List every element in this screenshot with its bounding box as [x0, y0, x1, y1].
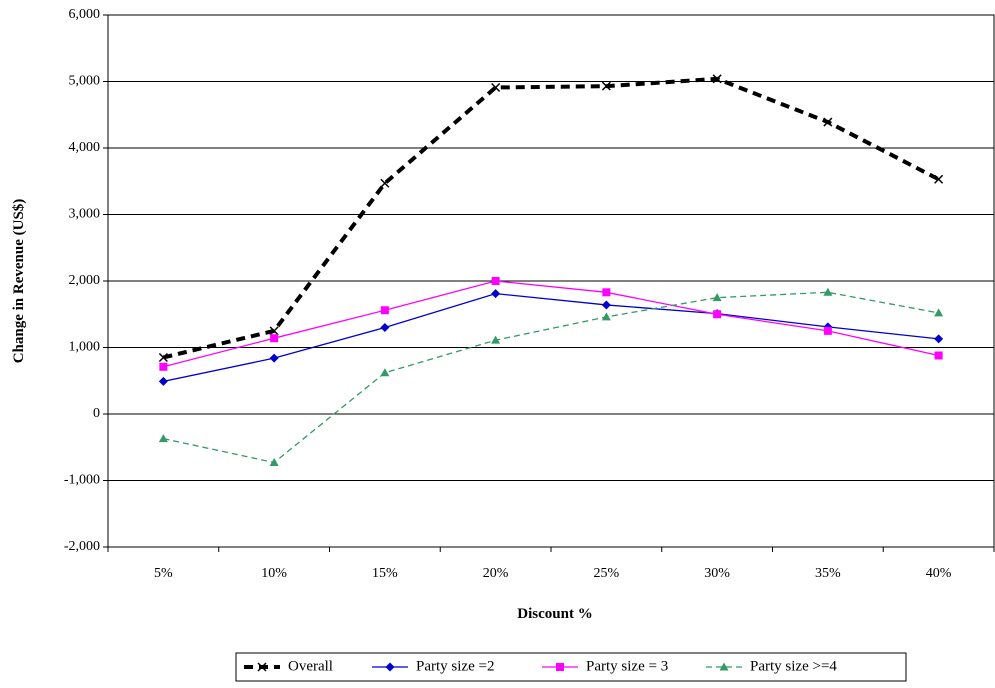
- y-tick-label: -1,000: [64, 473, 100, 488]
- series-line: [163, 280, 939, 368]
- y-tick-label: 5,000: [69, 74, 101, 89]
- data-point: [823, 326, 832, 335]
- data-point: [713, 310, 722, 319]
- series-1: [158, 74, 944, 363]
- legend-label: Party size =2: [416, 658, 494, 674]
- gridlines: [108, 81, 994, 481]
- y-tick-label: 2,000: [69, 273, 101, 288]
- data-point: [380, 368, 390, 377]
- legend-marker: [257, 662, 267, 672]
- series-group: [158, 74, 944, 467]
- data-point: [380, 323, 390, 333]
- legend-item-3: Party size = 3: [542, 658, 668, 674]
- x-tick-label: 15%: [372, 566, 398, 581]
- data-point: [158, 376, 168, 386]
- y-tick-label: 3,000: [69, 207, 101, 222]
- legend-marker: [385, 662, 395, 672]
- data-point: [158, 434, 168, 443]
- data-point: [823, 117, 833, 127]
- data-point: [491, 82, 501, 93]
- data-point: [380, 178, 390, 188]
- x-tick-label: 40%: [926, 566, 952, 581]
- y-tick-label: 1,000: [69, 340, 101, 355]
- data-point: [602, 288, 611, 297]
- x-axis-ticks: 5% 10% 15% 20% 25% 30% 35% 40%: [107, 547, 995, 581]
- data-point: [601, 312, 611, 321]
- data-point: [712, 74, 722, 84]
- x-tick-label: 35%: [815, 566, 841, 581]
- data-point: [491, 335, 501, 344]
- data-point: [269, 353, 279, 363]
- x-tick-label: 5%: [154, 566, 173, 581]
- data-point: [601, 81, 611, 91]
- legend-item-4: Party size >=4: [706, 658, 837, 674]
- data-point: [491, 277, 500, 285]
- y-tick-label: -2,000: [64, 539, 100, 554]
- series-line: [162, 76, 940, 360]
- data-point: [158, 352, 168, 363]
- legend-item-1: Overall: [244, 658, 333, 674]
- data-point: [270, 334, 279, 343]
- series-3: [159, 277, 943, 371]
- y-axis-ticks: -2,000 -1,000 0 1,000 2,000 3,000 4,000 5,000 6,…: [64, 7, 108, 554]
- data-point: [934, 308, 944, 317]
- y-tick-label: 0: [93, 406, 100, 421]
- data-point: [269, 326, 279, 336]
- x-tick-label: 20%: [483, 566, 509, 581]
- series-line: [163, 292, 939, 383]
- data-point: [934, 351, 943, 360]
- legend-label: Party size >=4: [750, 658, 837, 674]
- x-axis-title: Discount %: [517, 606, 592, 622]
- y-axis-title: Change in Revenue (US$): [11, 199, 27, 364]
- y-tick-label: 4,000: [69, 140, 101, 155]
- data-point: [601, 300, 611, 310]
- legend-marker: [556, 663, 564, 671]
- legend-label: Overall: [288, 658, 333, 674]
- data-point: [491, 289, 501, 299]
- legend-marker: [719, 662, 729, 671]
- x-tick-label: 25%: [594, 566, 620, 581]
- data-point: [934, 174, 944, 184]
- legend-label: Party size = 3: [586, 658, 668, 674]
- data-point: [380, 306, 389, 315]
- data-point: [159, 362, 168, 371]
- y-tick-label: 6,000: [69, 7, 101, 22]
- legend-item-2: Party size =2: [372, 658, 494, 674]
- series-4: [158, 287, 944, 467]
- data-point: [269, 458, 279, 467]
- x-tick-label: 30%: [704, 566, 730, 581]
- data-point: [934, 334, 944, 344]
- x-tick-label: 10%: [261, 566, 287, 581]
- data-point: [712, 293, 722, 302]
- legend: Overall Party size =2 Party size = 3 Party …: [235, 652, 907, 682]
- data-point: [823, 287, 833, 296]
